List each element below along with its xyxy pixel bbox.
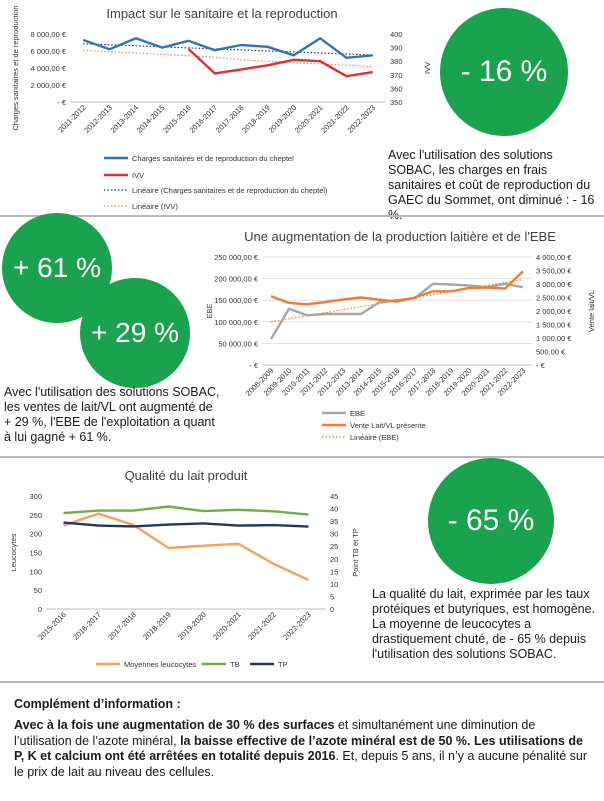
- legend-label: Linéaire (EBE): [350, 433, 399, 442]
- y-tick-label: 250 000,00 €: [214, 253, 259, 262]
- y-tick-label: 0: [38, 605, 42, 614]
- y-axis-title: EBE: [205, 303, 214, 318]
- footer-bold-1: Avec à la fois une augmentation de 30 % …: [14, 718, 335, 732]
- x-tick-label: 2019-2020: [176, 610, 208, 642]
- reduction-16-bubble: - 16 %: [440, 8, 568, 136]
- y-tick-label: 300: [29, 492, 42, 501]
- y2-tick-label: 3 000,00 €: [536, 280, 572, 289]
- legend-label: TP: [278, 660, 288, 669]
- chart-title: Impact sur le sanitaire et la reproducti…: [106, 6, 337, 21]
- y2-tick-label: 350: [390, 98, 403, 107]
- y2-tick-label: 5: [330, 592, 334, 601]
- y2-tick-label: 45: [330, 492, 338, 501]
- y2-tick-label: 370: [390, 71, 403, 80]
- y-tick-label: 4 000,00 €: [31, 64, 67, 73]
- y2-tick-label: 0: [330, 605, 334, 614]
- y2-axis-title: Point TB et TP: [351, 528, 360, 577]
- y2-tick-label: 2 500,00 €: [536, 294, 572, 303]
- y2-tick-label: 2 000,00 €: [536, 307, 572, 316]
- y-axis-title: Leucocytes: [9, 533, 18, 571]
- divider: [0, 681, 604, 683]
- series-line-1: [269, 282, 524, 340]
- series-line-2: [270, 270, 524, 306]
- y2-tick-label: 15: [330, 567, 338, 576]
- legend-label: TB: [230, 660, 240, 669]
- y-tick-label: 50: [34, 586, 42, 595]
- y2-tick-label: 400: [390, 30, 403, 39]
- y-tick-label: 100: [29, 567, 42, 576]
- legend-label: IVV: [132, 171, 144, 180]
- sanitaire-description: Avec l'utilisation des solutions SOBAC, …: [388, 148, 595, 222]
- y2-tick-label: 360: [390, 84, 403, 93]
- x-tick-label: 2018-2019: [141, 610, 173, 642]
- series-line-1: [82, 37, 373, 59]
- series-line-2: [63, 505, 309, 516]
- series-line-3: [83, 43, 373, 56]
- x-tick-label: 2022-2023: [281, 610, 313, 642]
- x-tick-label: 2017-2018: [106, 610, 138, 642]
- footer-text: Avec à la fois une augmentation de 30 % …: [14, 718, 594, 780]
- y-tick-label: 200 000,00 €: [214, 275, 259, 284]
- y2-tick-label: 4 000,00 €: [536, 253, 572, 262]
- qualite-chart: Qualité du lait produit05010015020025030…: [9, 468, 360, 669]
- y2-tick-label: - €: [536, 361, 546, 370]
- footer-title: Complément d’information :: [14, 697, 181, 711]
- chart-title: Qualité du lait produit: [125, 468, 248, 483]
- divider: [0, 215, 604, 217]
- x-tick-label: 2020-2021: [211, 610, 243, 642]
- y-tick-label: 8 000,00 €: [31, 30, 67, 39]
- legend-label: Linéaire (Charges sanitaires et de repro…: [132, 186, 328, 195]
- y2-tick-label: 20: [330, 555, 338, 564]
- series-line-1: [63, 512, 310, 582]
- y-tick-label: 100 000,00 €: [214, 318, 259, 327]
- y2-axis-title: Vente lait/VL: [587, 290, 596, 332]
- y-tick-label: 2 000,00 €: [31, 81, 67, 90]
- sanitaire-chart: Impact sur le sanitaire et la reproducti…: [11, 5, 432, 211]
- x-tick-label: 2022-2023: [346, 103, 378, 135]
- legend-label: EBE: [350, 409, 365, 418]
- y2-tick-label: 25: [330, 542, 338, 551]
- x-tick-label: 2021-2022: [246, 610, 278, 642]
- footer-bold-2: la baisse effective de l’azote minéral e…: [14, 733, 583, 764]
- x-tick-label: 2015-2016: [36, 610, 68, 642]
- y-axis-title: Charges sanitaires et de reproduction: [11, 5, 20, 130]
- legend-label: Charges sanitaires et de reproduction du…: [132, 154, 294, 163]
- series-line-3: [63, 521, 309, 528]
- y2-tick-label: 35: [330, 517, 338, 526]
- series-line-2: [187, 48, 373, 78]
- y2-tick-label: 390: [390, 44, 403, 53]
- y2-axis-title: IVV: [423, 62, 432, 74]
- divider: [0, 456, 604, 458]
- chart-title: Une augmentation de la production laitiè…: [244, 229, 556, 244]
- legend-label: Moyennes leucocytes: [124, 660, 196, 669]
- lait-29-bubble: + 29 %: [80, 278, 190, 388]
- series-line-4: [83, 49, 373, 68]
- y2-tick-label: 1 500,00 €: [536, 321, 572, 330]
- legend-label: Linéaire (IVV): [132, 202, 178, 211]
- y-tick-label: - €: [57, 98, 67, 107]
- y-tick-label: 50 000,00 €: [218, 339, 258, 348]
- y2-tick-label: 500,00 €: [536, 348, 566, 357]
- y-tick-label: 150 000,00 €: [214, 296, 259, 305]
- y-tick-label: 6 000,00 €: [31, 47, 67, 56]
- y2-tick-label: 30: [330, 530, 338, 539]
- footer-text-2: . Et, depuis 5 ans, il n’y a aucune péna…: [14, 749, 587, 779]
- y-tick-label: 150: [29, 549, 42, 558]
- legend-label: Vente Lait/VL présente: [350, 421, 426, 430]
- leucocytes-65-bubble: - 65 %: [428, 458, 554, 584]
- qualite-description: La qualité du lait, exprimée par les tau…: [372, 587, 596, 661]
- y-tick-label: - €: [249, 361, 259, 370]
- production-description: Avec l'utilisation des solutions SOBAC, …: [4, 385, 220, 444]
- y2-tick-label: 1 000,00 €: [536, 334, 572, 343]
- y2-tick-label: 380: [390, 57, 403, 66]
- x-tick-label: 2016-2017: [71, 610, 103, 642]
- footer-text-1: et simultanément une diminution de l’uti…: [14, 718, 536, 748]
- y2-tick-label: 40: [330, 505, 338, 514]
- y2-tick-label: 3 500,00 €: [536, 267, 572, 276]
- y-tick-label: 250: [29, 511, 42, 520]
- y-tick-label: 200: [29, 530, 42, 539]
- production-chart: Une augmentation de la production laitiè…: [205, 229, 596, 442]
- y2-tick-label: 10: [330, 580, 338, 589]
